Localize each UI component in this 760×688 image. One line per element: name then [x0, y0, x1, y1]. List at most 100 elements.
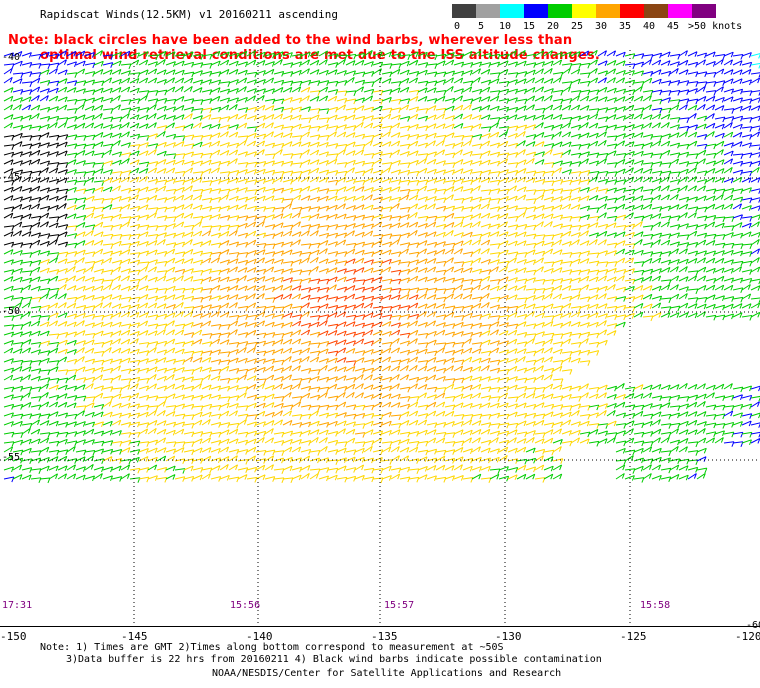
wind-barb — [282, 71, 294, 77]
wind-barb — [75, 50, 86, 57]
wind-barb — [336, 339, 347, 346]
wind-barb — [633, 95, 644, 102]
wind-barb — [327, 312, 338, 318]
wind-barb — [606, 107, 618, 113]
wind-barb — [687, 419, 698, 426]
wind-barb — [669, 232, 680, 238]
wind-barb — [408, 431, 420, 437]
wind-barb — [255, 206, 267, 212]
wind-barb — [174, 232, 185, 238]
wind-barb — [597, 403, 608, 409]
wind-barb — [66, 50, 77, 57]
wind-barb — [165, 358, 177, 365]
wind-barb — [453, 168, 464, 174]
wind-barb — [624, 455, 634, 462]
wind-barb — [93, 403, 105, 410]
wind-barb — [147, 212, 157, 219]
wind-barb — [489, 223, 501, 230]
wind-barb — [48, 401, 59, 408]
wind-barb — [192, 431, 204, 437]
wind-barb — [489, 142, 501, 149]
wind-barb — [192, 350, 204, 357]
wind-barb — [3, 52, 14, 59]
wind-barb — [471, 357, 482, 364]
wind-barb — [264, 464, 274, 471]
wind-barb — [219, 249, 230, 255]
wind-barb — [345, 90, 357, 97]
wind-barb — [462, 338, 472, 345]
wind-barb — [741, 117, 753, 123]
wind-barb — [606, 420, 617, 427]
wind-barb — [210, 422, 222, 428]
wind-barb — [669, 248, 679, 255]
wind-barb — [246, 438, 257, 445]
wind-barb — [462, 260, 474, 266]
wind-barb — [102, 339, 113, 346]
wind-barb — [21, 401, 32, 408]
wind-barb — [552, 378, 564, 385]
wind-barb — [381, 393, 392, 400]
wind-barb — [111, 140, 121, 147]
wind-barb — [147, 161, 159, 167]
wind-barb — [408, 468, 420, 475]
wind-barb — [192, 152, 204, 159]
wind-barb — [309, 296, 321, 303]
wind-barb — [120, 357, 131, 364]
wind-barb — [12, 359, 24, 366]
wind-barb — [588, 428, 599, 435]
wind-barb — [435, 139, 445, 147]
wind-barb — [480, 465, 491, 472]
wind-barb — [327, 53, 339, 60]
wind-barb — [336, 295, 348, 302]
wind-barb — [363, 140, 373, 147]
wind-barb — [435, 90, 447, 96]
wind-barb — [156, 98, 168, 104]
wind-barb — [237, 162, 249, 168]
wind-barb — [363, 359, 375, 365]
wind-barb — [111, 330, 122, 336]
wind-barb — [687, 104, 698, 111]
wind-barb — [462, 347, 473, 354]
wind-barb — [732, 196, 744, 203]
wind-barb — [588, 68, 598, 75]
wind-barb — [21, 204, 32, 211]
wind-barb — [651, 52, 663, 59]
wind-barb — [264, 195, 275, 202]
wind-barb — [165, 86, 176, 93]
wind-barb — [462, 293, 473, 300]
wind-barb — [408, 140, 419, 147]
wind-barb — [750, 188, 760, 194]
wind-barb — [579, 205, 590, 212]
wind-barb — [156, 105, 167, 112]
wind-barb — [615, 106, 626, 112]
wind-barb — [714, 123, 725, 130]
wind-barb — [219, 365, 230, 372]
wind-barb — [633, 422, 645, 429]
wind-barb — [354, 257, 365, 264]
wind-barb — [534, 159, 545, 165]
wind-barb — [165, 159, 176, 166]
wind-barb — [417, 51, 428, 58]
wind-barb — [597, 438, 608, 444]
wind-barb — [66, 473, 77, 480]
wind-barb — [327, 323, 339, 330]
wind-barb — [498, 306, 510, 313]
wind-barb — [480, 79, 492, 86]
wind-barb — [174, 159, 185, 166]
wind-barb — [507, 177, 518, 183]
wind-barb — [579, 143, 591, 149]
wind-barb — [579, 431, 591, 438]
wind-barb — [237, 196, 249, 203]
wind-barb — [444, 143, 456, 149]
wind-barb — [336, 386, 348, 392]
wind-barb — [471, 278, 483, 285]
wind-barb — [678, 131, 688, 138]
wind-barb — [705, 214, 717, 221]
wind-barb — [534, 374, 545, 381]
wind-barb — [534, 257, 545, 264]
wind-barb — [462, 196, 473, 203]
wind-barb — [273, 383, 284, 390]
wind-barb — [354, 143, 366, 150]
wind-barb — [201, 356, 212, 363]
wind-barb — [399, 206, 411, 213]
